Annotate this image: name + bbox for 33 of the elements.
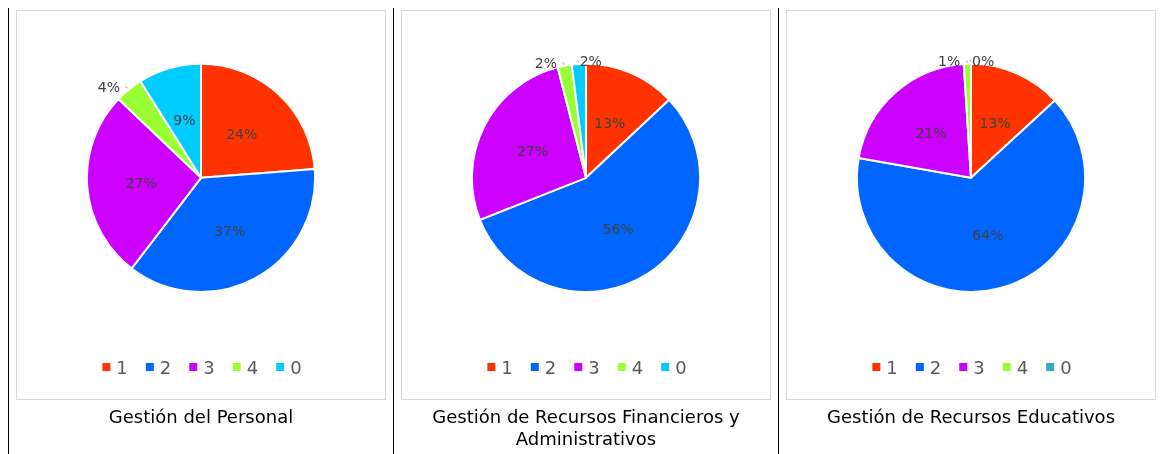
data-label: 21% — [915, 125, 947, 142]
data-label: 27% — [516, 142, 549, 159]
data-label: 2% — [534, 54, 558, 71]
data-label: 56% — [602, 220, 634, 237]
data-label: 27% — [125, 174, 157, 191]
legend-label: 3 — [203, 356, 215, 378]
legend-label: 4 — [631, 356, 644, 378]
legend-label: 4 — [1016, 356, 1029, 378]
legend-label: 2 — [159, 356, 172, 378]
data-label: 64% — [972, 227, 1004, 244]
legend-label: 2 — [544, 356, 557, 378]
legend-label: 0 — [1060, 356, 1072, 378]
legend-label: 3 — [588, 356, 600, 378]
data-label: 4% — [97, 79, 120, 96]
legend-label: 4 — [246, 356, 259, 378]
text: Gestión de Recursos Educativos — [826, 406, 1116, 428]
legend-label: 3 — [973, 356, 985, 378]
text: Gestión de Recursos Financieros y Administrativos — [431, 406, 741, 450]
legend-label: 0 — [290, 356, 302, 378]
legend-label: 2 — [929, 356, 942, 378]
text: Gestión del Personal — [107, 406, 295, 428]
data-label: 1% — [938, 52, 961, 69]
text: 0% — [971, 52, 995, 69]
legend-label: 0 — [675, 356, 687, 378]
legend-label: 1 — [116, 356, 128, 378]
legend-label: 1 — [886, 356, 898, 378]
data-label: 24% — [226, 125, 258, 142]
data-label: 2% — [579, 52, 602, 69]
data-label: 37% — [214, 222, 246, 239]
legend-label: 1 — [501, 356, 513, 378]
data-label: 13% — [594, 114, 626, 131]
data-label: 9% — [173, 112, 196, 129]
data-label: 13% — [979, 114, 1011, 131]
